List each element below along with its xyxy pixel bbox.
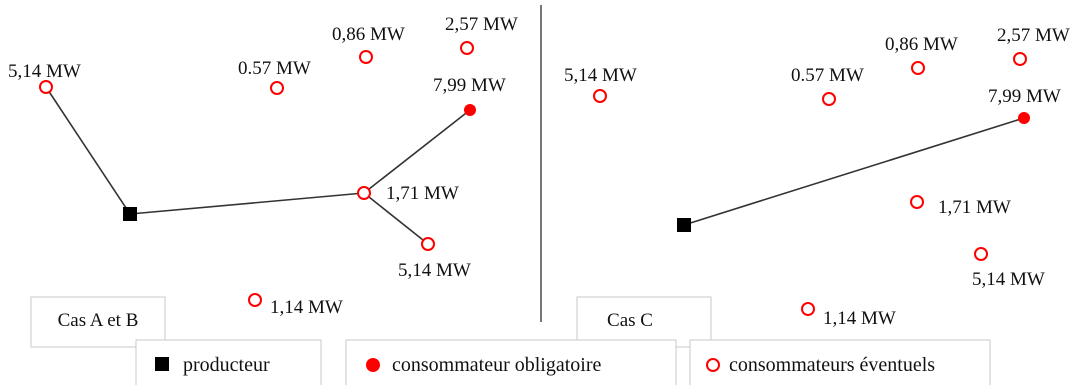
edge-n6-n5 <box>363 109 471 194</box>
edge-p-n5 <box>683 117 1025 226</box>
node-power-label: 1,71 MW <box>938 197 1011 218</box>
node-power-label: 1,71 MW <box>386 183 459 204</box>
node-power-label: 1,14 MW <box>270 297 343 318</box>
node-power-label: 7,99 MW <box>988 86 1061 107</box>
legend-producer-icon <box>155 357 169 371</box>
legend-box-optional <box>689 339 991 385</box>
node-power-label: 0,86 MW <box>885 34 958 55</box>
legend-mandatory-icon <box>366 358 380 372</box>
node-power-label: 1,14 MW <box>823 308 896 329</box>
optional-consumer-node <box>270 81 284 95</box>
optional-consumer-node <box>359 50 373 64</box>
node-power-label: 7,99 MW <box>433 75 506 96</box>
optional-consumer-node <box>248 293 262 307</box>
node-power-label: 0.57 MW <box>791 65 864 86</box>
legend-box-mandatory <box>345 339 677 385</box>
optional-consumer-node <box>911 61 925 75</box>
producer-node <box>677 218 691 232</box>
case-label: Cas C <box>607 310 653 331</box>
optional-consumer-node <box>910 195 924 209</box>
optional-consumer-node <box>421 237 435 251</box>
case-box <box>30 296 166 348</box>
panel-cas-c: 5,14 MW 0.57 MW 0,86 MW 2,57 MW 7,99 MW 1,71 … <box>564 25 1070 348</box>
node-power-label: 0,86 MW <box>332 24 405 45</box>
producer-node <box>123 207 137 221</box>
node-power-label: 5,14 MW <box>8 61 81 82</box>
edge-n1-p <box>45 86 131 215</box>
legend-producer-label: producteur <box>183 354 270 376</box>
node-power-label: 5,14 MW <box>398 260 471 281</box>
optional-consumer-node <box>822 92 836 106</box>
node-power-label: 2,57 MW <box>997 25 1070 46</box>
mandatory-consumer-node <box>464 104 476 116</box>
panel-cas-a-et-b: 5,14 MW 0.57 MW 0,86 MW 2,57 MW 7,99 MW 1,71 … <box>8 14 518 348</box>
legend-mandatory-label: consommateur obligatoire <box>392 354 602 376</box>
optional-consumer-node <box>357 186 371 200</box>
optional-consumer-node <box>801 302 815 316</box>
legend-optional-icon <box>706 358 720 372</box>
node-power-label: 5,14 MW <box>564 65 637 86</box>
case-label: Cas A et B <box>58 310 139 331</box>
node-power-label: 5,14 MW <box>972 269 1045 290</box>
optional-consumer-node <box>39 80 53 94</box>
optional-consumer-node <box>974 247 988 261</box>
legend: producteur consommateur obligatoire cons… <box>135 339 991 385</box>
optional-consumer-node <box>593 89 607 103</box>
optional-consumer-node <box>460 41 474 55</box>
node-power-label: 2,57 MW <box>445 14 518 35</box>
mandatory-consumer-node <box>1018 112 1030 124</box>
legend-optional-label: consommateurs éventuels <box>729 354 935 376</box>
edge-n6-n7 <box>363 192 429 245</box>
optional-consumer-node <box>1013 52 1027 66</box>
edge-p-n6 <box>129 192 365 215</box>
case-box <box>576 296 712 348</box>
node-power-label: 0.57 MW <box>238 58 311 79</box>
